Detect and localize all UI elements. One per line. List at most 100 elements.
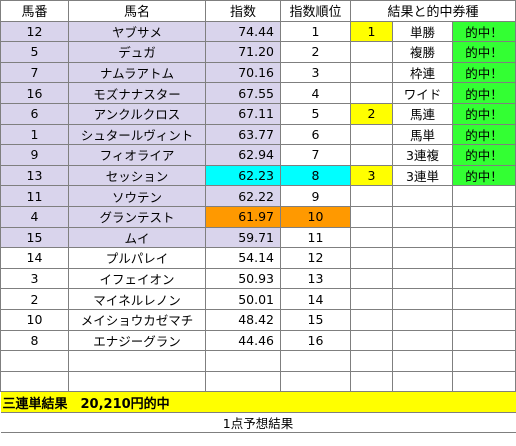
horse-number: 12 bbox=[0, 20, 69, 43]
horse-number: 6 bbox=[0, 102, 69, 125]
index-rank: 9 bbox=[280, 185, 351, 207]
bet-type: 枠連 bbox=[392, 61, 453, 84]
horse-number: 5 bbox=[0, 41, 69, 63]
horse-name: メイショウカゼマチ bbox=[68, 308, 206, 331]
index-rank: 11 bbox=[280, 226, 351, 249]
table-row: 7 ナムラアトム 70.16 3 枠連 的中！ bbox=[0, 61, 516, 84]
horse-name: ナムラアトム bbox=[68, 61, 206, 84]
horse-index: 74.44 bbox=[205, 20, 281, 43]
horse-name: エナジーグラン bbox=[68, 329, 206, 352]
index-rank: 12 bbox=[280, 247, 351, 269]
empty-cell bbox=[392, 370, 453, 393]
footer-caption: 1点予想結果 bbox=[0, 411, 516, 434]
result-place bbox=[350, 82, 393, 104]
header-results: 結果と的中券種 bbox=[350, 0, 516, 22]
empty-cell bbox=[452, 205, 516, 228]
empty-cell bbox=[350, 247, 393, 269]
empty-cell bbox=[392, 247, 453, 269]
header-row: 馬番 馬名 指数 指数順位 結果と的中券種 bbox=[0, 0, 516, 22]
table-row: 13 セッション 62.23 8 3 3連単 的中！ bbox=[0, 164, 516, 187]
header-index-rank: 指数順位 bbox=[280, 0, 351, 22]
horse-index: 44.46 bbox=[205, 329, 281, 352]
horse-number: 10 bbox=[0, 308, 69, 331]
table-row: 3 イフェイオン 50.93 13 bbox=[0, 267, 516, 290]
horse-name: シュタールヴィント bbox=[68, 123, 206, 146]
hit-badge: 的中！ bbox=[452, 123, 516, 146]
bet-type: 3連複 bbox=[392, 144, 453, 166]
horse-index: 67.55 bbox=[205, 82, 281, 104]
horse-number: 1 bbox=[0, 123, 69, 146]
hit-badge: 的中！ bbox=[452, 164, 516, 187]
empty-cell bbox=[350, 185, 393, 207]
index-rank: 4 bbox=[280, 82, 351, 104]
empty-cell bbox=[452, 288, 516, 310]
horse-index: 62.94 bbox=[205, 144, 281, 166]
hit-badge: 的中！ bbox=[452, 102, 516, 125]
empty-cell bbox=[452, 247, 516, 269]
horse-index: 70.16 bbox=[205, 61, 281, 84]
index-rank: 8 bbox=[280, 164, 351, 187]
horse-number: 15 bbox=[0, 226, 69, 249]
bet-type: 複勝 bbox=[392, 41, 453, 63]
horse-name: モズナナスター bbox=[68, 82, 206, 104]
trifecta-summary: 三連単結果 20,210円的中 bbox=[0, 391, 516, 413]
horse-number: 14 bbox=[0, 247, 69, 269]
horse-number: 4 bbox=[0, 205, 69, 228]
index-rank: 15 bbox=[280, 308, 351, 331]
horse-index: 62.22 bbox=[205, 185, 281, 207]
table-row: 14 プルパレイ 54.14 12 bbox=[0, 247, 516, 269]
result-place bbox=[350, 41, 393, 63]
index-rank: 2 bbox=[280, 41, 351, 63]
table-row: 16 モズナナスター 67.55 4 ワイド 的中！ bbox=[0, 82, 516, 104]
table-row: 12 ヤブサメ 74.44 1 1 単勝 的中！ bbox=[0, 20, 516, 43]
index-rank: 16 bbox=[280, 329, 351, 352]
index-rank: 13 bbox=[280, 267, 351, 290]
empty-cell bbox=[392, 288, 453, 310]
horse-number: 8 bbox=[0, 329, 69, 352]
horse-name: ムイ bbox=[68, 226, 206, 249]
horse-number: 2 bbox=[0, 288, 69, 310]
result-place: 3 bbox=[350, 164, 393, 187]
horse-index: 50.93 bbox=[205, 267, 281, 290]
result-place bbox=[350, 123, 393, 146]
empty-cell bbox=[68, 370, 206, 393]
result-place: 2 bbox=[350, 102, 393, 125]
hit-badge: 的中！ bbox=[452, 61, 516, 84]
results-table: 馬番 馬名 指数 指数順位 結果と的中券種 12 ヤブサメ 74.44 1 1 単勝 的中！… bbox=[0, 0, 516, 434]
empty-cell bbox=[452, 308, 516, 331]
horse-number: 16 bbox=[0, 82, 69, 104]
result-place: 1 bbox=[350, 20, 393, 43]
horse-index: 48.42 bbox=[205, 308, 281, 331]
empty-cell bbox=[392, 226, 453, 249]
table-row: 10 メイショウカゼマチ 48.42 15 bbox=[0, 308, 516, 331]
bet-type: 3連単 bbox=[392, 164, 453, 187]
empty-cell bbox=[452, 370, 516, 393]
table-row: 1 シュタールヴィント 63.77 6 馬単 的中！ bbox=[0, 123, 516, 146]
result-place bbox=[350, 61, 393, 84]
header-horse-name: 馬名 bbox=[68, 0, 206, 22]
index-rank: 6 bbox=[280, 123, 351, 146]
empty-cell bbox=[350, 288, 393, 310]
footer-row: 1点予想結果 bbox=[0, 411, 516, 434]
empty-cell bbox=[205, 350, 281, 372]
table-row: 8 エナジーグラン 44.46 16 bbox=[0, 329, 516, 352]
horse-number: 13 bbox=[0, 164, 69, 187]
horse-name: マイネルレノン bbox=[68, 288, 206, 310]
horse-name: グランテスト bbox=[68, 205, 206, 228]
table-row: 6 アンクルクロス 67.11 5 2 馬連 的中！ bbox=[0, 102, 516, 125]
table-row: 2 マイネルレノン 50.01 14 bbox=[0, 288, 516, 310]
horse-number: 9 bbox=[0, 144, 69, 166]
horse-name: ソウテン bbox=[68, 185, 206, 207]
empty-row bbox=[0, 350, 516, 372]
horse-number: 11 bbox=[0, 185, 69, 207]
horse-name: イフェイオン bbox=[68, 267, 206, 290]
horse-index: 71.20 bbox=[205, 41, 281, 63]
table-row: 9 フィオライア 62.94 7 3連複 的中！ bbox=[0, 144, 516, 166]
empty-cell bbox=[350, 370, 393, 393]
bet-type: 馬単 bbox=[392, 123, 453, 146]
bet-type: 馬連 bbox=[392, 102, 453, 125]
horse-name: デュガ bbox=[68, 41, 206, 63]
horse-index: 62.23 bbox=[205, 164, 281, 187]
horse-name: セッション bbox=[68, 164, 206, 187]
result-place bbox=[350, 144, 393, 166]
